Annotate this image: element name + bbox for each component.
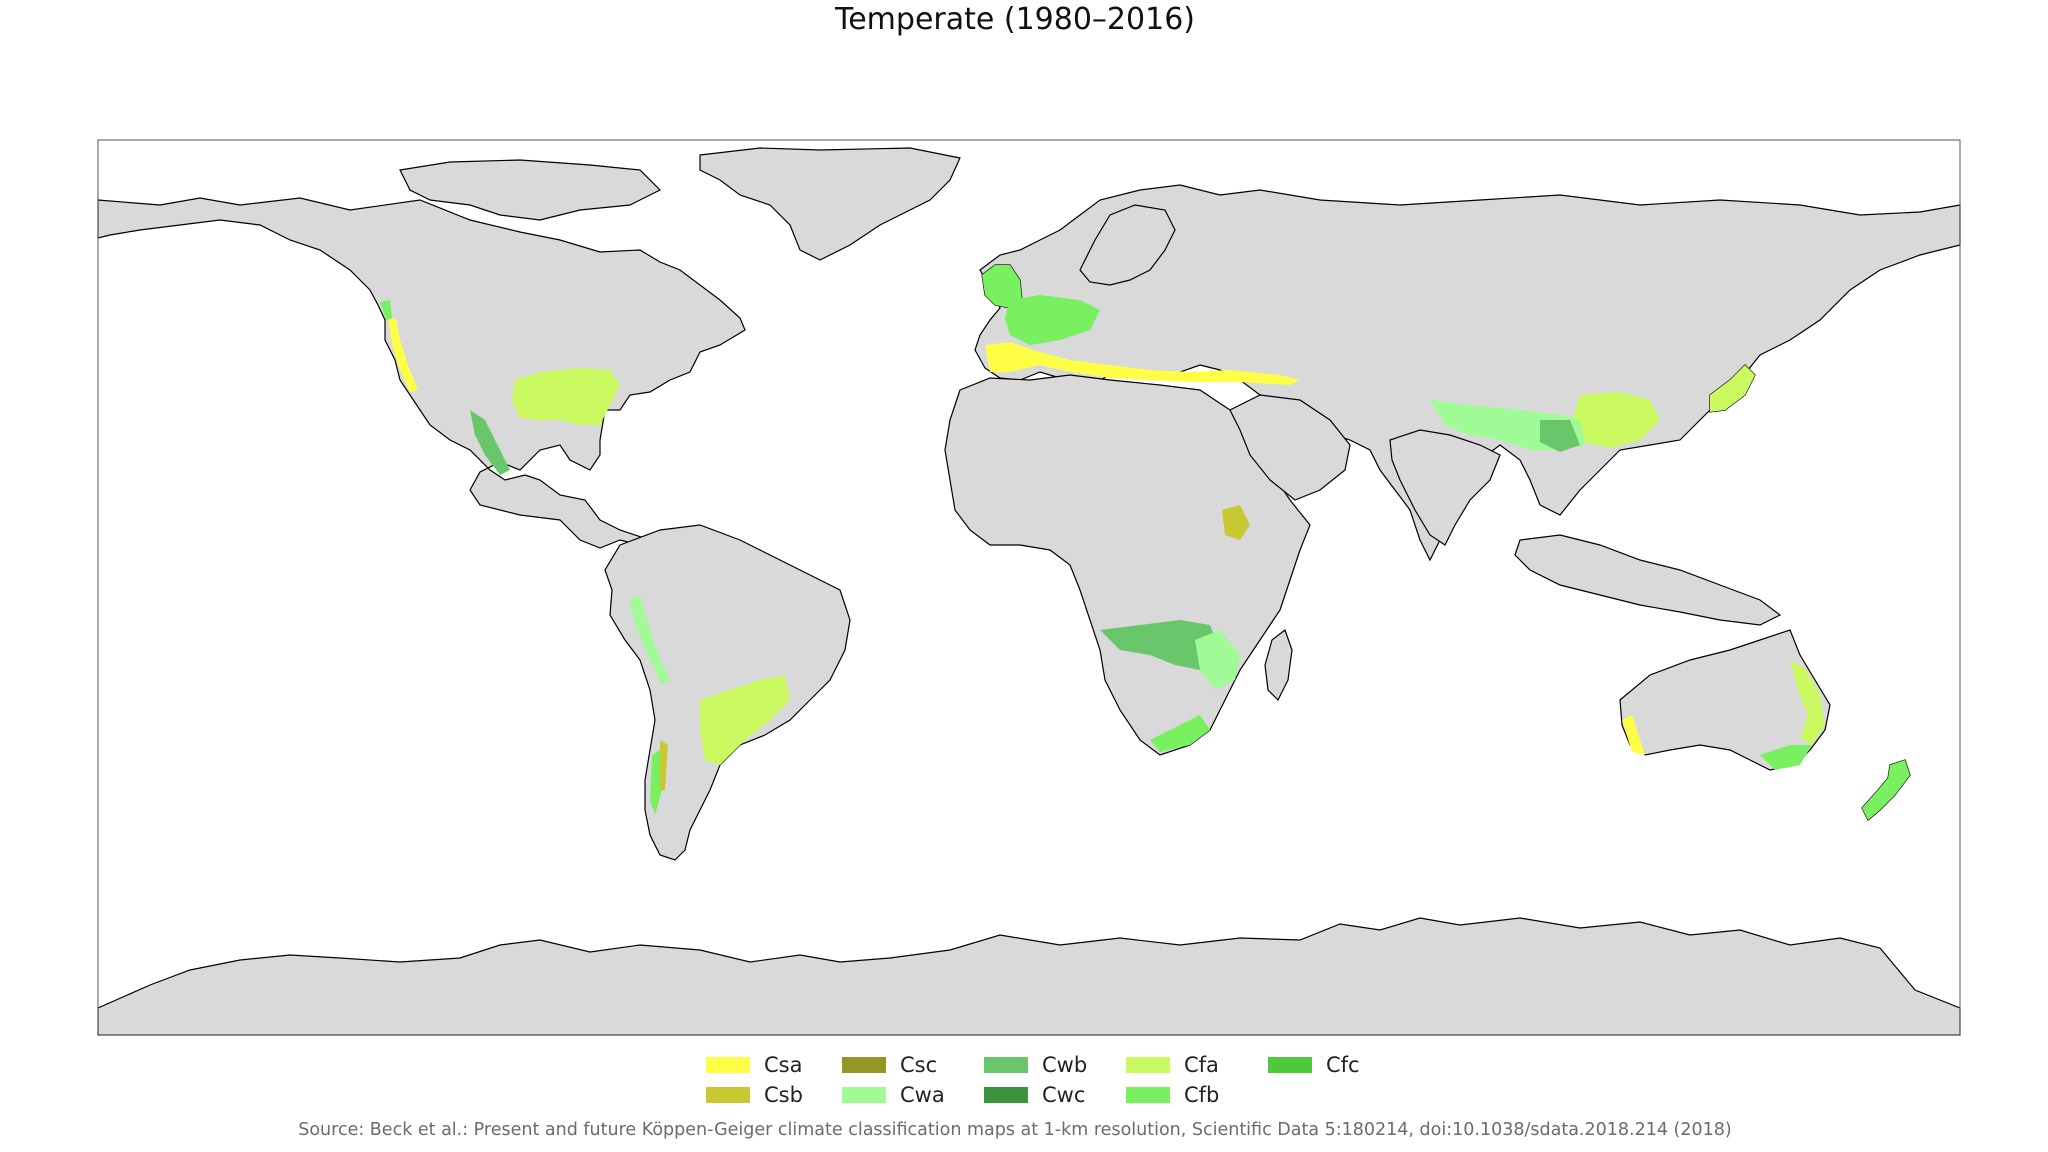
zone-cwb-china: [1540, 420, 1580, 452]
legend-swatch-cfa: [1126, 1057, 1170, 1073]
zone-cfa-japan: [1710, 365, 1755, 412]
legend-swatch-cwa: [842, 1087, 886, 1103]
legend-label-cfa: Cfa: [1184, 1053, 1219, 1077]
zone-cwb-mexico: [470, 410, 510, 475]
zone-cwa-andes: [630, 595, 670, 685]
legend-item-cfc: Cfc: [1268, 1050, 1360, 1080]
zone-cfa-china: [1572, 392, 1660, 448]
map-title: Temperate (1980–2016): [835, 2, 1195, 37]
zone-csa-california: [388, 318, 418, 392]
zone-cfa-south-america: [700, 675, 790, 765]
legend-item-cfa: Cfa: [1126, 1050, 1219, 1080]
legend-swatch-cfc: [1268, 1057, 1312, 1073]
australia: [1619, 629, 1831, 771]
legend-label-cwc: Cwc: [1042, 1083, 1086, 1107]
zone-cfb-europe: [1005, 295, 1100, 345]
map-frame: [97, 139, 1961, 1036]
legend-label-cwa: Cwa: [900, 1083, 945, 1107]
zone-cfa-usa: [512, 368, 620, 425]
zone-cwb-africa: [1100, 620, 1220, 670]
zone-cfb-new-zealand: [1862, 760, 1910, 820]
zone-cfb-australia: [1760, 745, 1812, 770]
zone-cfb-pnw: [380, 300, 392, 320]
legend-swatch-csb: [706, 1087, 750, 1103]
legend-label-csc: Csc: [900, 1053, 938, 1077]
legend-label-csa: Csa: [764, 1053, 803, 1077]
source-citation: Source: Beck et al.: Present and future …: [298, 1120, 1732, 1140]
legend-swatch-cwb: [984, 1057, 1028, 1073]
legend-item-cfb: Cfb: [1126, 1080, 1219, 1110]
arabian-peninsula: [1229, 394, 1351, 501]
legend: Csa Csb Csc Cwa Cwb Cwc Cfa Cfb Cfc: [706, 1050, 1406, 1120]
legend-item-csb: Csb: [706, 1080, 803, 1110]
zone-cfa-australia: [1790, 660, 1825, 745]
greenland: [699, 147, 961, 261]
antarctica: [97, 917, 1961, 1036]
legend-label-cwb: Cwb: [1042, 1053, 1088, 1077]
legend-label-cfb: Cfb: [1184, 1083, 1220, 1107]
legend-item-csc: Csc: [842, 1050, 937, 1080]
zone-cfb-south-africa: [1150, 715, 1210, 752]
legend-swatch-cfb: [1126, 1087, 1170, 1103]
zone-cfb-britain: [982, 265, 1022, 308]
legend-item-cwb: Cwb: [984, 1050, 1087, 1080]
legend-swatch-csc: [842, 1057, 886, 1073]
zone-csb-chile: [660, 740, 668, 790]
india: [1389, 429, 1501, 546]
legend-label-cfc: Cfc: [1326, 1053, 1360, 1077]
arctic-islands: [399, 159, 662, 221]
zone-csa-australia: [1622, 715, 1645, 755]
legend-item-csa: Csa: [706, 1050, 802, 1080]
legend-swatch-cwc: [984, 1087, 1028, 1103]
zone-csb-ethiopia: [1222, 505, 1250, 540]
zone-csa-mediterranean: [985, 342, 1300, 385]
legend-swatch-csa: [706, 1057, 750, 1073]
zone-cfb-chile: [650, 750, 662, 815]
legend-item-cwc: Cwc: [984, 1080, 1085, 1110]
southeast-asia-islands: [1514, 534, 1782, 626]
zone-cwa-africa: [1195, 630, 1240, 690]
north-america: [97, 197, 746, 549]
legend-label-csb: Csb: [764, 1083, 803, 1107]
madagascar: [1264, 629, 1293, 702]
scandinavia: [1079, 204, 1176, 286]
legend-item-cwa: Cwa: [842, 1080, 945, 1110]
climate-zones: [380, 265, 1910, 820]
